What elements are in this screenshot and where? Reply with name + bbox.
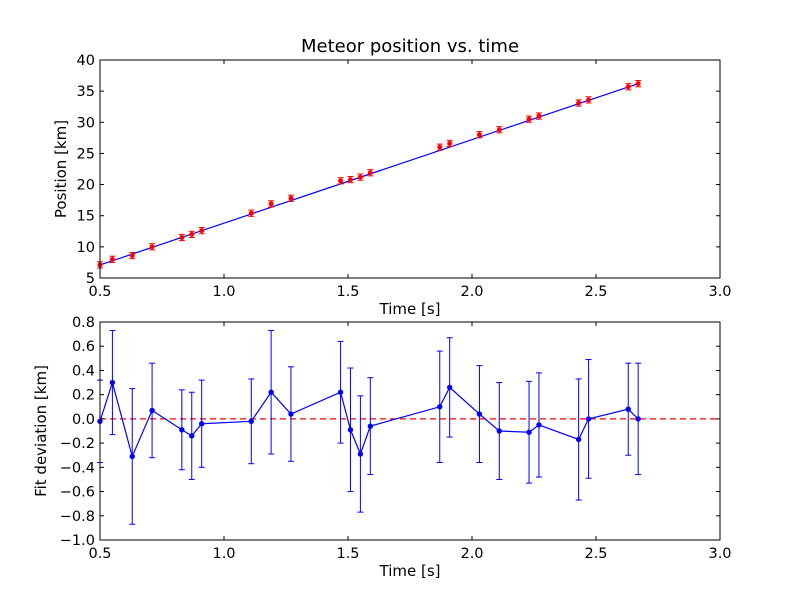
position-point (496, 127, 502, 133)
deviation-point (526, 429, 532, 435)
deviation-y-tick-label: 0.2 (72, 388, 95, 404)
deviation-plot-frame (99, 321, 721, 541)
deviation-y-tick-label: −0.8 (60, 509, 95, 525)
position-x-axis-label: Time [s] (379, 300, 441, 318)
deviation-ticks: 0.5 1.0 1.5 2.0 2.5 3.0 0.8 0.6 0.4 0.2 0.0 −0.2 −0.… (60, 315, 732, 562)
position-point (625, 84, 631, 90)
deviation-point (446, 384, 453, 391)
position-chart-title: Meteor position vs. time (301, 36, 519, 57)
position-point (129, 253, 135, 259)
position-point (476, 132, 482, 138)
position-point (288, 195, 294, 201)
position-point (357, 174, 363, 180)
deviation-y-tick-label: 0.8 (72, 315, 95, 331)
position-point (248, 210, 254, 216)
deviation-point (189, 433, 195, 439)
position-y-tick-label: 40 (77, 53, 95, 69)
deviation-y-tick-label: 0.4 (72, 363, 95, 379)
deviation-x-tick-label: 2.5 (584, 546, 607, 562)
position-chart: 0.5 1.0 1.5 2.0 2.5 3.0 5 10 15 20 25 30 35 40 Meteor… (52, 36, 732, 318)
position-y-axis-label: Position [km] (52, 120, 70, 218)
position-ticks: 0.5 1.0 1.5 2.0 2.5 3.0 5 10 15 20 25 30 35 40 (77, 53, 732, 300)
deviation-point (437, 404, 443, 410)
deviation-point (367, 423, 374, 429)
deviation-x-tick-label: 2.0 (460, 546, 483, 562)
deviation-point (496, 428, 502, 434)
deviation-point (347, 427, 354, 433)
deviation-point (635, 416, 641, 422)
position-point (526, 116, 532, 122)
deviation-y-tick-label: −1.0 (60, 533, 95, 549)
position-point (347, 177, 353, 183)
deviation-data-layer (97, 329, 642, 525)
deviation-point (585, 416, 592, 422)
position-x-tick-label: 0.5 (88, 284, 111, 300)
position-y-tick-label: 20 (77, 178, 95, 194)
deviation-x-tick-label: 0.5 (88, 546, 111, 562)
position-point (149, 244, 155, 250)
deviation-x-tick-label: 3.0 (708, 546, 731, 562)
deviation-point (268, 389, 274, 395)
deviation-point (288, 411, 294, 417)
deviation-point (129, 453, 135, 460)
deviation-x-tick-label: 1.0 (212, 546, 235, 562)
deviation-point (357, 451, 364, 457)
position-y-tick-label: 15 (77, 209, 95, 225)
deviation-point (179, 427, 185, 433)
position-y-tick-label: 25 (77, 146, 95, 162)
deviation-point (476, 411, 483, 417)
position-point (338, 178, 344, 184)
deviation-y-axis-label: Fit deviation [km] (32, 365, 50, 497)
deviation-x-axis-label: Time [s] (379, 562, 441, 580)
deviation-y-tick-label: −0.6 (60, 485, 95, 501)
position-x-tick-label: 1.0 (212, 284, 235, 300)
deviation-point (198, 421, 205, 427)
deviation-y-tick-label: 0.6 (72, 339, 95, 355)
deviation-point (109, 379, 116, 386)
position-point (635, 81, 641, 87)
position-x-tick-label: 2.0 (460, 284, 483, 300)
position-y-tick-label: 35 (77, 84, 95, 100)
position-point (268, 201, 274, 207)
position-y-tick-label: 5 (86, 271, 95, 287)
position-plot-frame (99, 59, 721, 279)
position-x-tick-label: 2.5 (584, 284, 607, 300)
position-point (437, 144, 443, 150)
deviation-point (337, 389, 344, 395)
deviation-y-tick-label: −0.2 (60, 436, 95, 452)
deviation-y-tick-label: 0.0 (72, 412, 95, 428)
deviation-point (625, 406, 631, 412)
position-point (179, 235, 185, 241)
position-x-tick-label: 3.0 (708, 284, 731, 300)
position-y-tick-label: 10 (77, 240, 95, 256)
deviation-x-tick-label: 1.5 (336, 546, 359, 562)
position-point (109, 256, 115, 262)
position-point (199, 228, 205, 234)
deviation-line (99, 380, 639, 459)
position-y-tick-label: 30 (77, 115, 95, 131)
deviation-point (536, 422, 542, 428)
position-point (189, 231, 195, 237)
position-x-tick-label: 1.5 (336, 284, 359, 300)
deviation-point (575, 436, 582, 443)
position-point (576, 100, 582, 106)
deviation-point (248, 418, 254, 425)
deviation-point (149, 407, 155, 414)
deviation-y-tick-label: −0.4 (60, 460, 95, 476)
position-point (367, 170, 373, 176)
position-point (447, 140, 453, 146)
deviation-chart: 0.5 1.0 1.5 2.0 2.5 3.0 0.8 0.6 0.4 0.2 0.0 −0.2 −0.… (32, 315, 732, 580)
position-data-layer (97, 80, 642, 269)
position-point (586, 97, 592, 103)
position-point (536, 113, 542, 119)
